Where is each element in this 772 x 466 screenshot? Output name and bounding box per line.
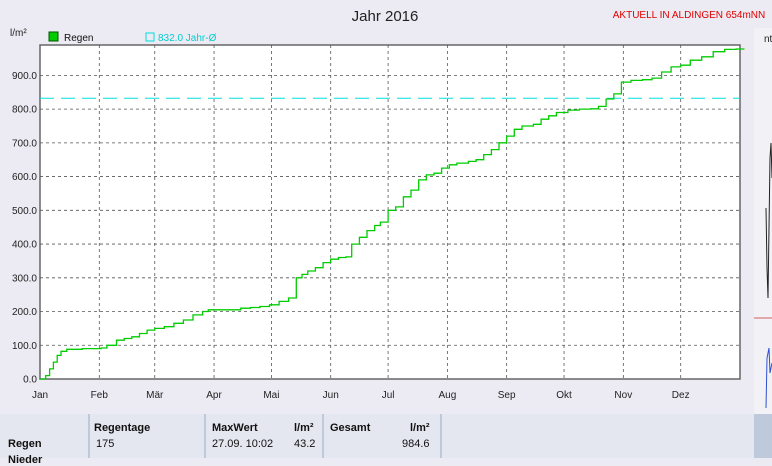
y-tick-label: 500.0 (12, 206, 37, 217)
legend-rain-swatch (48, 31, 59, 42)
grid (40, 45, 740, 379)
x-tick-label: Dez (672, 390, 690, 401)
maxwert-date: 27.09. 10:02 (212, 438, 274, 450)
y-tick-label: 300.0 (12, 273, 37, 284)
y-tick-label: 600.0 (12, 172, 37, 183)
plot-area (39, 44, 741, 380)
legend-average-swatch (145, 32, 155, 42)
adjacent-panel-blue-line (765, 347, 772, 409)
chart-title: Jahr 2016 (352, 8, 419, 25)
x-tick-label: Mai (263, 390, 279, 401)
stats-table: Regen Nieder Regentage 175 MaxWert l/m² … (0, 414, 772, 466)
y-tick-label: 0.0 (23, 375, 37, 386)
x-tick-label: Nov (614, 390, 632, 401)
maxwert-unit: l/m² (294, 422, 314, 434)
y-tick-label: 700.0 (12, 138, 37, 149)
x-tick-label: Mär (146, 390, 164, 401)
maxwert-label: MaxWert (212, 422, 258, 434)
x-tick-label: Apr (206, 390, 222, 401)
x-tick-label: Okt (556, 390, 572, 401)
x-tick-label: Aug (438, 390, 456, 401)
legend-average-label: 832.0 Jahr-Ø (158, 33, 217, 44)
maxwert-value: 43.2 (294, 438, 316, 450)
x-tick-label: Sep (498, 390, 516, 401)
gesamt-unit: l/m² (410, 422, 430, 434)
regentage-label: Regentage (94, 422, 151, 434)
y-tick-label: 800.0 (12, 105, 37, 116)
gesamt-label: Gesamt (330, 422, 371, 434)
stats-row-label-2: Nieder (8, 454, 43, 466)
x-tick-label: Jun (323, 390, 339, 401)
y-axis-ticks: 0.0 100.0 200.0 300.0 400.0 500.0 600.0 700.0 80… (12, 71, 37, 386)
stats-maxwert-cell: MaxWert l/m² 27.09. 10:02 43.2 (206, 414, 322, 458)
station-notice: AKTUELL IN ALDINGEN 654mNN (613, 10, 765, 21)
x-tick-label: Jan (32, 390, 48, 401)
stats-row-label: Regen (8, 438, 42, 450)
regentage-value: 175 (96, 438, 115, 450)
x-tick-label: Jul (382, 390, 395, 401)
y-tick-label: 900.0 (12, 71, 37, 82)
rain-cumulative-line (40, 48, 745, 380)
stats-empty-cell (442, 414, 754, 458)
rain-chart: Jahr 2016 AKTUELL IN ALDINGEN 654mNN l/m… (10, 8, 766, 401)
y-tick-label: 200.0 (12, 307, 37, 318)
adjacent-panel-label: nt (764, 34, 772, 45)
legend-rain-label: Regen (64, 33, 93, 44)
x-axis-ticks: Jan Feb Mär Apr Mai Jun Jul Aug Sep Okt Nov Dez (32, 390, 690, 401)
y-axis-unit: l/m² (10, 28, 27, 39)
gesamt-value: 984.6 (402, 438, 430, 450)
stats-gesamt-cell: Gesamt l/m² 984.6 (324, 414, 440, 458)
adjacent-panel-strip: nt (754, 28, 772, 414)
stats-label-cell: Regen Nieder (0, 414, 88, 466)
stats-regentage-cell: Regentage 175 (90, 414, 204, 458)
y-tick-label: 100.0 (12, 341, 37, 352)
y-tick-label: 400.0 (12, 240, 37, 251)
adjacent-panel-line (765, 142, 772, 299)
adjacent-panel-graphics: nt (754, 34, 772, 409)
x-tick-label: Feb (91, 390, 109, 401)
